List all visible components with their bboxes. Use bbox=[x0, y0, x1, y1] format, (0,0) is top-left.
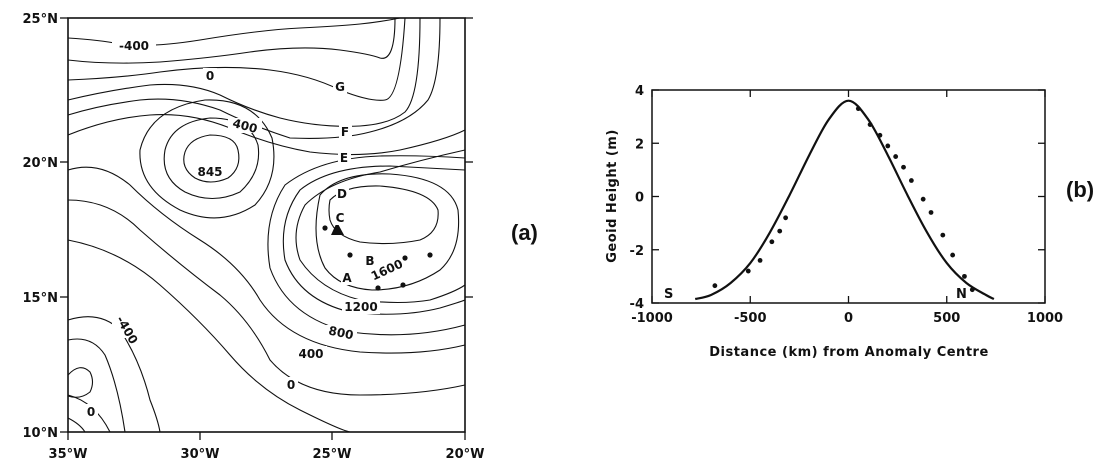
contour-label-845: 845 bbox=[197, 165, 222, 179]
letter-labels: G F E D C B A bbox=[333, 78, 377, 285]
y-tick-label: -2 bbox=[630, 244, 644, 259]
contour-label: 0 bbox=[287, 378, 295, 392]
letter-label-e: E bbox=[340, 151, 348, 165]
y-tick-label: 4 bbox=[635, 84, 644, 99]
observation-point bbox=[777, 228, 783, 234]
observation-point bbox=[783, 215, 789, 221]
x-tick-label: -1000 bbox=[631, 311, 673, 326]
observation-point bbox=[908, 178, 914, 183]
x-tick-label: -500 bbox=[734, 311, 767, 326]
end-label-s: S bbox=[664, 287, 674, 302]
y-tick-10n: 10°N bbox=[23, 426, 58, 441]
x-tick-20w: 20°W bbox=[446, 447, 485, 462]
contour-label: -400 bbox=[119, 39, 149, 53]
observation-point bbox=[920, 196, 926, 202]
contour-label: 0 bbox=[206, 69, 214, 83]
y-axis-title: Geoid Height (m) bbox=[605, 129, 620, 263]
profile-x-tick-labels: -1000 -500 0 500 1000 bbox=[631, 311, 1063, 326]
y-tick-label: 2 bbox=[635, 137, 644, 152]
y-tick-20n: 20°N bbox=[23, 156, 58, 171]
map-frame bbox=[67, 17, 466, 433]
observation-point bbox=[855, 106, 861, 112]
x-tick-label: 1000 bbox=[1027, 311, 1063, 326]
y-tick-label: 0 bbox=[635, 191, 644, 206]
site-dot bbox=[347, 252, 353, 258]
x-tick-25w: 25°W bbox=[313, 447, 352, 462]
x-tick-label: 500 bbox=[933, 311, 960, 326]
x-axis-title: Distance (km) from Anomaly Centre bbox=[709, 345, 989, 360]
letter-label-f: F bbox=[341, 125, 349, 139]
geoid-profile-curve bbox=[694, 99, 995, 301]
x-tick-35w: 35°W bbox=[49, 447, 88, 462]
end-label-n: N bbox=[956, 287, 967, 302]
x-tick-30w: 30°W bbox=[181, 447, 220, 462]
observation-point bbox=[901, 164, 906, 170]
observation-point bbox=[745, 268, 751, 274]
observation-point bbox=[712, 283, 718, 289]
observation-point bbox=[877, 132, 883, 138]
observation-point bbox=[769, 239, 775, 245]
site-dot bbox=[402, 255, 408, 261]
site-dot bbox=[375, 285, 381, 291]
contour-value-labels: -400 0 400 845 1200 800 400 0 -400 0 160… bbox=[84, 38, 406, 419]
x-tick-label: 0 bbox=[844, 311, 853, 326]
observation-point bbox=[885, 143, 891, 149]
letter-label-d: D bbox=[337, 187, 347, 201]
profile-frame bbox=[651, 89, 1046, 304]
contour-label: 1200 bbox=[344, 300, 377, 314]
letter-label-b: B bbox=[365, 254, 374, 268]
site-dot bbox=[322, 225, 328, 231]
map-ticks bbox=[60, 17, 473, 440]
contour-label: 800 bbox=[327, 324, 354, 343]
panel-b-label: (b) bbox=[1066, 177, 1094, 202]
triangle-marker bbox=[331, 222, 344, 235]
observation-point bbox=[928, 210, 934, 215]
observation-point bbox=[962, 273, 967, 279]
map-panel: 25°N 20°N 15°N 10°N 35°W 30°W 25°W 20°W bbox=[23, 12, 485, 462]
site-dot bbox=[400, 282, 406, 288]
profile-ticks bbox=[651, 89, 1046, 304]
y-tick-15n: 15°N bbox=[23, 291, 58, 306]
observation-point bbox=[893, 154, 899, 159]
contour-lines bbox=[67, 17, 466, 433]
panel-a-label: (a) bbox=[511, 220, 538, 245]
geoid-observations bbox=[712, 106, 975, 293]
letter-label-g: G bbox=[335, 80, 345, 94]
observation-point bbox=[867, 122, 873, 128]
y-tick-label: -4 bbox=[630, 297, 644, 312]
letter-label-a: A bbox=[342, 271, 352, 285]
observation-point bbox=[757, 258, 763, 263]
y-tick-25n: 25°N bbox=[23, 12, 58, 27]
profile-y-tick-labels: 4 2 0 -2 -4 bbox=[630, 84, 644, 312]
site-dot bbox=[427, 252, 433, 258]
observation-point bbox=[969, 287, 975, 293]
contour-label: 400 bbox=[231, 116, 259, 136]
profile-panel: 4 2 0 -2 -4 -1000 -500 0 500 1000 S N Distance (… bbox=[605, 84, 1063, 360]
contour-label: 400 bbox=[298, 347, 323, 361]
contour-label: 0 bbox=[87, 405, 95, 419]
observation-point bbox=[940, 232, 946, 238]
letter-label-c: C bbox=[336, 211, 345, 225]
observation-point bbox=[950, 252, 956, 258]
map-markers bbox=[322, 222, 433, 291]
